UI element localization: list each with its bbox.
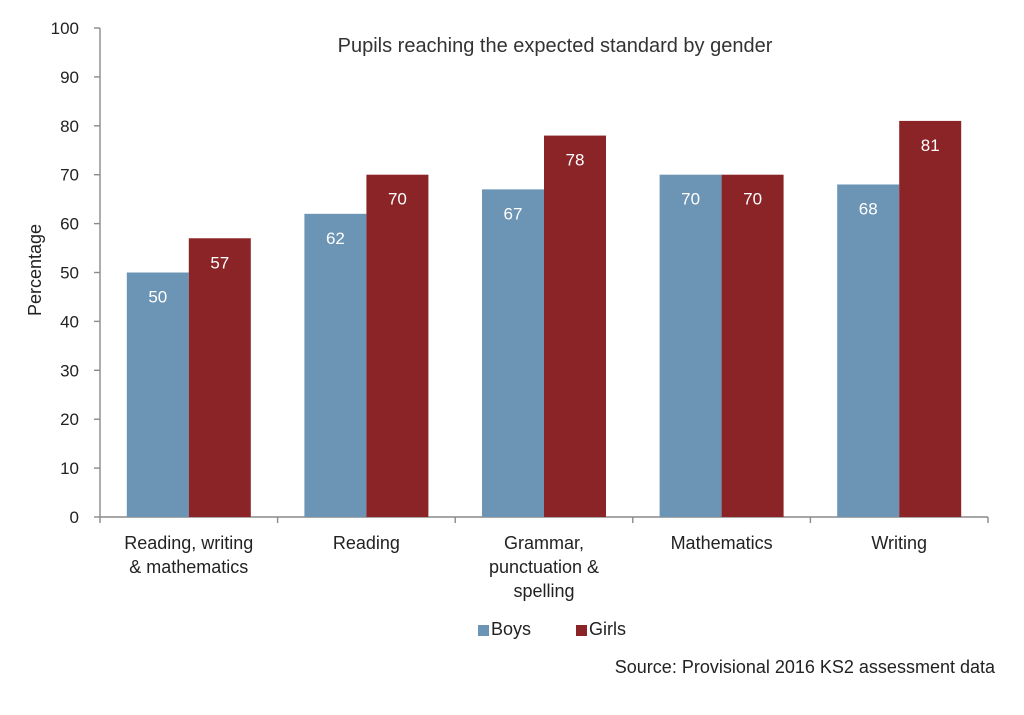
bar-girls <box>721 174 784 517</box>
x-category-label-line: spelling <box>513 581 574 601</box>
data-label: 70 <box>681 190 700 209</box>
x-category-label-line: Mathematics <box>671 533 773 553</box>
y-tick-label: 60 <box>60 215 79 234</box>
x-category-label: Reading, writing & mathematics <box>124 533 253 577</box>
x-category-label: Grammar, punctuation & spelling <box>489 533 599 601</box>
data-label: 70 <box>388 190 407 209</box>
x-category-label: Reading <box>333 533 400 553</box>
data-label: 68 <box>859 199 878 218</box>
bar-boys <box>482 189 544 517</box>
legend-swatch-boys <box>478 625 489 636</box>
x-category-label-line: punctuation & <box>489 557 599 577</box>
data-label: 78 <box>566 151 585 170</box>
bar-boys <box>837 184 900 518</box>
bar-boys <box>126 272 189 517</box>
x-category-label-line: Grammar, <box>504 533 584 553</box>
chart-title: Pupils reaching the expected standard by… <box>338 35 773 57</box>
data-label: 67 <box>504 204 523 223</box>
y-tick-label: 90 <box>60 68 79 87</box>
y-tick-label: 80 <box>60 117 79 136</box>
bar-boys <box>304 213 367 517</box>
bar-girls <box>899 120 962 517</box>
data-label: 50 <box>148 288 167 307</box>
y-tick-label: 70 <box>60 166 79 185</box>
data-label: 81 <box>921 136 940 155</box>
bar-boys <box>659 174 722 517</box>
data-label: 62 <box>326 229 345 248</box>
bar-girls <box>366 174 429 517</box>
x-category-label: Writing <box>871 533 927 553</box>
y-tick-label: 40 <box>60 312 79 331</box>
y-tick-label: 10 <box>60 459 79 478</box>
legend-swatch-girls <box>576 625 587 636</box>
data-label: 57 <box>210 253 229 272</box>
x-category-label-line: Writing <box>871 533 927 553</box>
legend-label-boys: Boys <box>491 619 531 639</box>
bar-girls <box>544 135 606 517</box>
y-tick-label: 20 <box>60 410 79 429</box>
x-category-label-line: & mathematics <box>129 557 248 577</box>
source-note: Source: Provisional 2016 KS2 assessment … <box>615 657 996 677</box>
y-tick-label: 0 <box>70 508 79 527</box>
data-label: 70 <box>743 190 762 209</box>
x-category-label-line: Reading <box>333 533 400 553</box>
y-axis-label: Percentage <box>25 224 45 316</box>
legend-label-girls: Girls <box>589 619 626 639</box>
x-category-label: Mathematics <box>671 533 773 553</box>
y-tick-label: 100 <box>51 19 79 38</box>
y-tick-label: 30 <box>60 361 79 380</box>
x-category-label-line: Reading, writing <box>124 533 253 553</box>
bar-girls <box>188 238 251 517</box>
y-tick-label: 50 <box>60 264 79 283</box>
